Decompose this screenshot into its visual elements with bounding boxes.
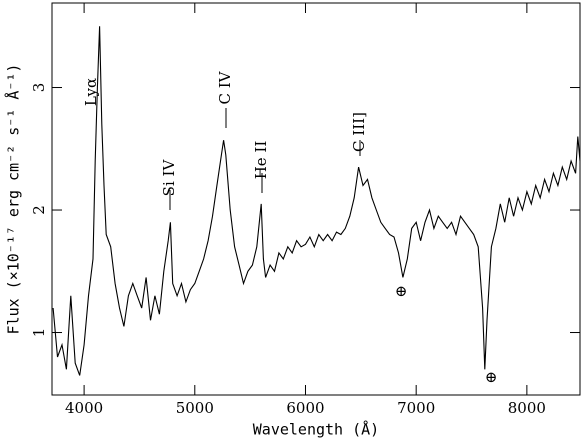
annotation: ⊕ [485,368,498,386]
x-tick-label: 4000 [65,399,103,417]
y-axis-label: Flux (×10⁻¹⁷ erg cm⁻² s⁻¹ Å⁻¹) [4,64,23,335]
annotation: ⊕ [395,282,408,300]
x-axis-label: Wavelength (Å) [253,420,379,439]
y-tick-label: 1 [30,328,48,338]
spectrum-line [52,26,581,376]
annotation: C III] [350,112,368,152]
x-tick-label: 7000 [397,399,435,417]
x-tick-label: 6000 [286,399,324,417]
annotation: He II [252,141,270,180]
x-tick-label: 5000 [176,399,214,417]
annotation: C IV [216,70,234,104]
annotation: Si IV [160,159,178,197]
annotation: Lyα [82,78,100,106]
plot-frame [51,2,581,396]
y-tick-label: 3 [30,83,48,93]
x-tick-label: 8000 [508,399,546,417]
y-tick-label: 2 [30,205,48,215]
